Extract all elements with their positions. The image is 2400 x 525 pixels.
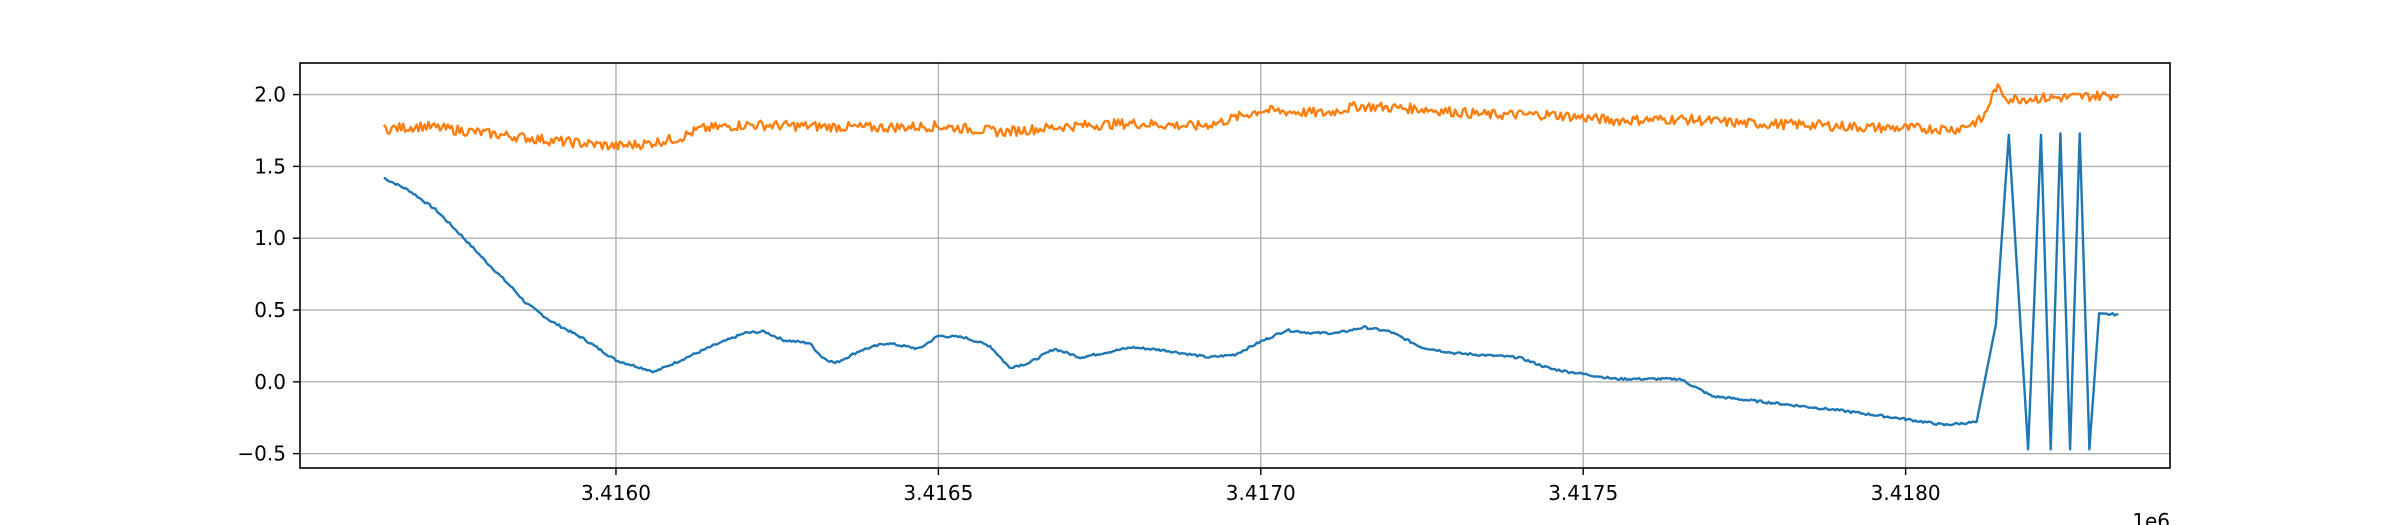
y-axis: −0.5 0.0 0.5 1.0 1.5 2.0 [237, 83, 300, 466]
x-tick-label: 3.4175 [1548, 481, 1618, 505]
series-line-1 [383, 132, 2119, 451]
series-layer [382, 83, 2120, 451]
y-tick-label: 2.0 [254, 83, 286, 107]
y-tick-label: 0.5 [254, 298, 286, 322]
y-tick-label: 1.0 [254, 226, 286, 250]
x-axis: 3.4160 3.4165 3.4170 3.4175 3.4180 [581, 468, 1941, 505]
series-line-2 [382, 83, 2120, 151]
grid-lines [300, 63, 2170, 468]
y-tick-label: −0.5 [237, 442, 286, 466]
x-tick-label: 3.4180 [1871, 481, 1941, 505]
x-offset-label: 1e6 [2132, 509, 2170, 525]
x-tick-label: 3.4160 [581, 481, 651, 505]
plot-frame [299, 62, 2171, 469]
x-tick-label: 3.4170 [1226, 481, 1296, 505]
y-tick-label: 0.0 [254, 370, 286, 394]
x-tick-label: 3.4165 [903, 481, 973, 505]
y-tick-label: 1.5 [254, 154, 286, 178]
